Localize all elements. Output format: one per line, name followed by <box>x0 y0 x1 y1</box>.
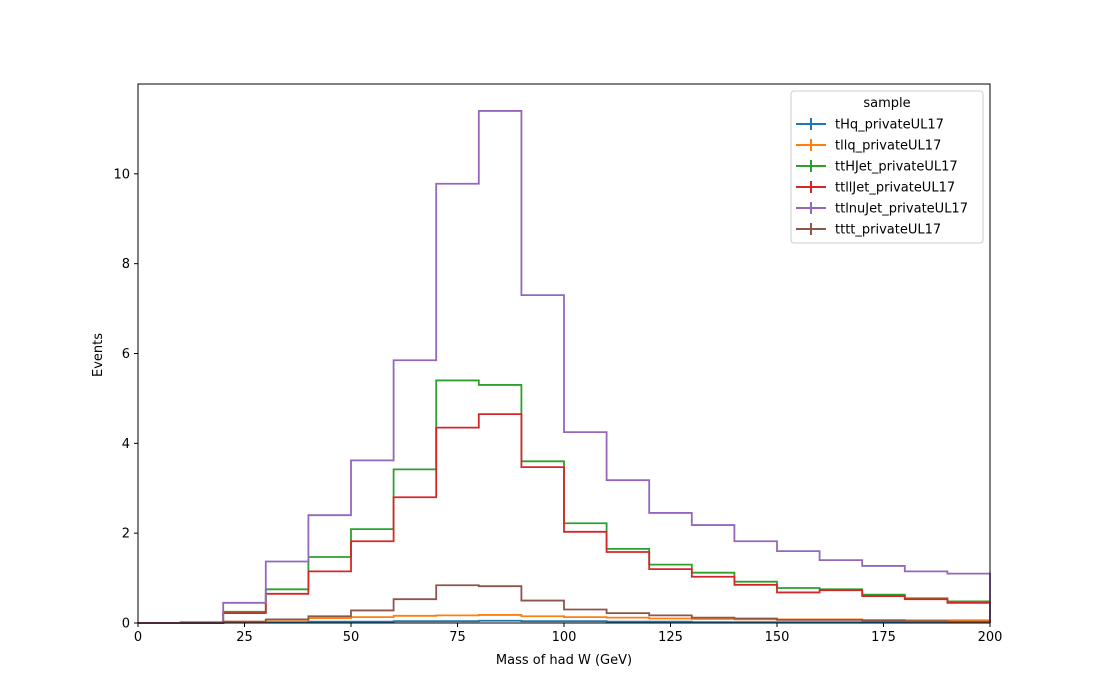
legend-entry: tllq_privateUL17 <box>796 139 941 154</box>
legend-label: tttt_privateUL17 <box>835 223 941 238</box>
x-tick-label: 25 <box>236 630 253 645</box>
y-tick-label: 10 <box>113 167 130 182</box>
y-axis: 0 2 4 6 8 10 <box>113 167 138 632</box>
y-tick-label: 8 <box>122 257 130 272</box>
y-tick-label: 6 <box>122 347 130 362</box>
legend-label: tllq_privateUL17 <box>835 139 941 154</box>
y-tick-label: 0 <box>122 617 130 632</box>
x-tick-label: 150 <box>765 630 790 645</box>
legend-entry: ttlnuJet_privateUL17 <box>796 202 968 217</box>
series-line-6 <box>138 584 991 624</box>
legend-entry: tHq_privateUL17 <box>796 118 944 133</box>
x-tick-label: 100 <box>552 630 577 645</box>
x-axis-label: Mass of had W (GeV) <box>496 653 632 668</box>
x-tick-label: 50 <box>343 630 360 645</box>
legend-label: ttlnuJet_privateUL17 <box>835 202 968 217</box>
legend-label: ttllJet_privateUL17 <box>835 181 955 196</box>
series-line-5 <box>138 110 991 624</box>
series-layer <box>138 110 991 624</box>
legend-box <box>790 90 984 244</box>
x-tick-label: 175 <box>871 630 896 645</box>
legend: sample tHq_privateUL17 tllq_privateUL17tt… <box>790 90 984 244</box>
x-tick-label: 0 <box>134 630 142 645</box>
legend-title: sample <box>863 96 910 111</box>
y-tick-label: 4 <box>122 437 130 452</box>
series-line-4 <box>138 413 991 624</box>
legend-items: tHq_privateUL17 tllq_privateUL17 ttHJet_pr… <box>796 118 968 238</box>
x-tick-label: 125 <box>658 630 683 645</box>
legend-entry: ttllJet_privateUL17 <box>796 181 955 196</box>
legend-entry: tttt_privateUL17 <box>796 223 941 238</box>
legend-label: ttHJet_privateUL17 <box>835 160 958 175</box>
legend-label: tHq_privateUL17 <box>835 118 944 133</box>
x-axis: 0 25 50 75 100 125 150 175 200 <box>134 623 1003 645</box>
x-tick-label: 200 <box>978 630 1003 645</box>
y-tick-label: 2 <box>122 527 130 542</box>
legend-entry: ttHJet_privateUL17 <box>796 160 958 175</box>
x-tick-label: 75 <box>449 630 466 645</box>
y-axis-label: Events <box>91 333 106 377</box>
